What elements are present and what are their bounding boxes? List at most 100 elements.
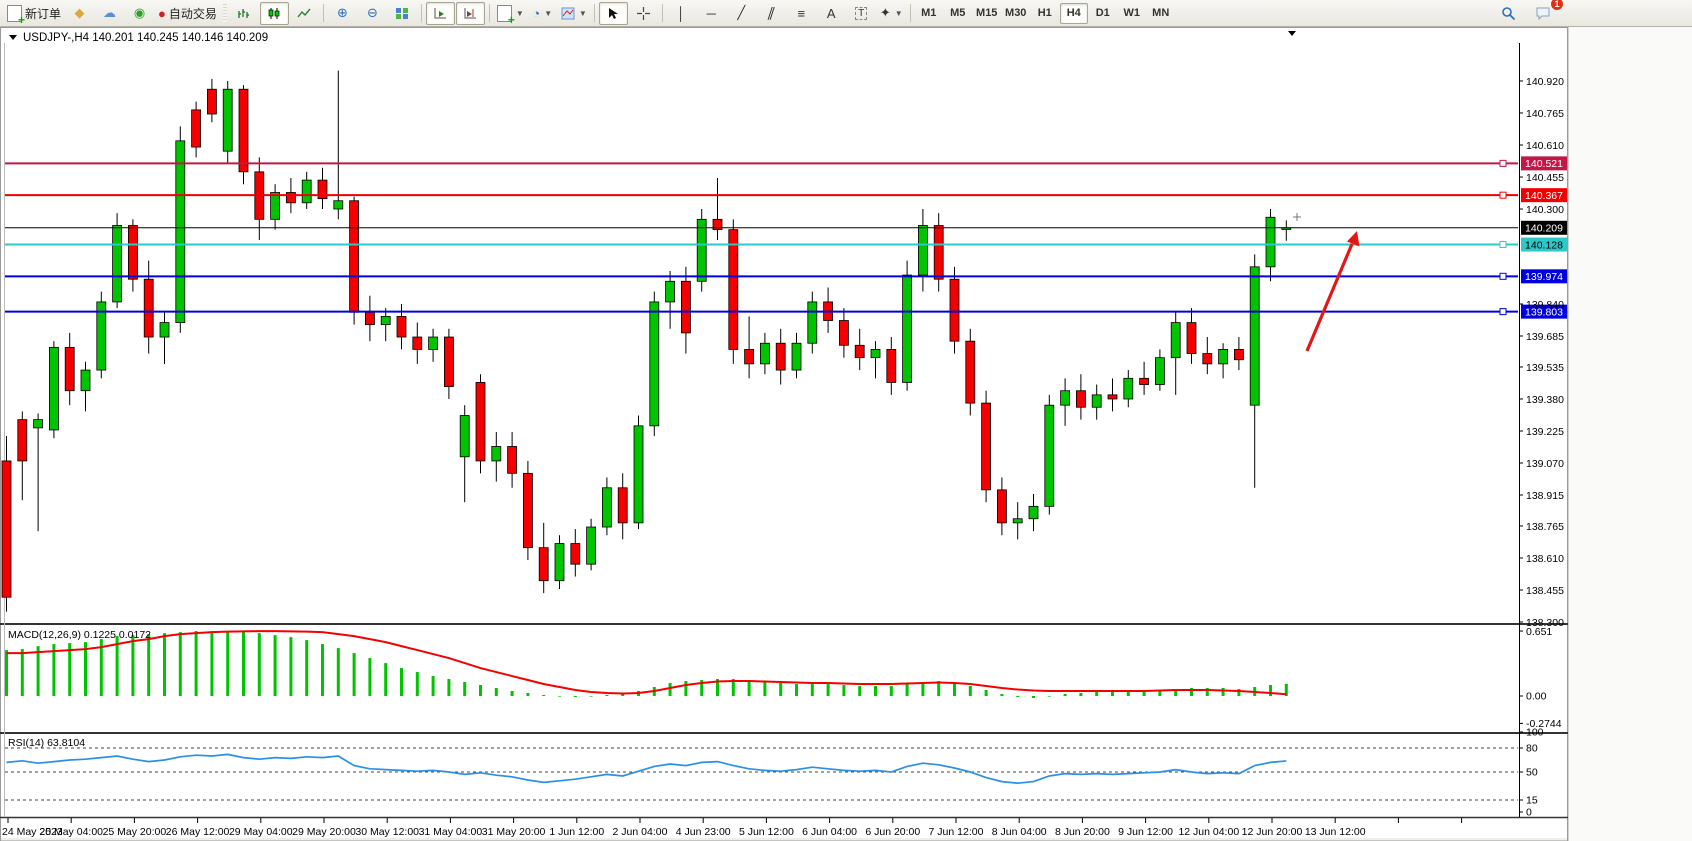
time-axis-label: 7 Jun 12:00 [929,826,984,838]
svg-text:138.915: 138.915 [1526,490,1564,502]
auto-trading-button[interactable]: ● 自动交易 [155,2,220,25]
auto-trading-icon: ● [158,5,166,21]
vertical-line-icon: │ [677,5,686,21]
new-order-label: 新订单 [25,6,62,21]
svg-text:0.651: 0.651 [1526,626,1552,638]
svg-text:139.685: 139.685 [1526,331,1564,343]
text-label-icon: T [855,6,868,20]
bar-chart-icon [238,8,250,18]
text-label-button[interactable]: T [847,2,876,25]
toolbar-separator [661,4,663,22]
arrow-annotation [1305,231,1360,352]
cursor-button[interactable] [598,1,628,25]
chart-shift-marker [1288,31,1296,36]
svg-text:139.380: 139.380 [1526,394,1564,406]
bar-chart-button[interactable] [230,2,259,25]
svg-text:80: 80 [1526,743,1538,755]
macd-panel: MACD(12,26,9) 0.1225 0.0172 0.651 0.00 -0.2… [5,626,1562,730]
main-toolbar: 新订单 ◆ ☁ ◉ ● 自动交易 ⊕ ⊖ ▼ ◔▼ ▼ │ ─ ╱ ∥ ≡ A [0,0,1692,27]
horizontal-line-button[interactable]: ─ [697,2,726,25]
macd-signal-line [6,630,1287,696]
candlestick-chart-button[interactable] [259,1,289,25]
chart-canvas[interactable]: 140.521 140.367 140.209 140.128 139.974 139.8… [0,27,1568,841]
chevron-down-icon: ▼ [515,8,524,18]
fibonacci-button[interactable]: ≡ [787,2,816,25]
price-badge-label: 140.521 [1525,158,1563,170]
tab-m30[interactable]: M30 [1005,7,1027,19]
chat-button[interactable]: 1 [1529,0,1563,25]
price-badge [1521,220,1567,235]
tab-h1[interactable]: H1 [1037,7,1052,19]
cursor-icon [609,7,619,19]
svg-text:0: 0 [1526,807,1532,819]
add-indicator-icon [496,4,515,27]
new-order-button[interactable]: 新订单 [4,2,64,27]
paint-bucket-icon: ◆ [74,5,85,20]
svg-text:140.765: 140.765 [1526,108,1564,120]
vertical-line-button[interactable]: │ [667,2,696,25]
time-axis-label: 1 Jun 12:00 [549,826,604,838]
time-axis-label: 29 May 04:00 [229,826,293,838]
toolbar-separator [322,4,324,22]
price-lines-layer: 140.521 140.367 140.209 140.128 139.974 139.8… [5,156,1567,319]
styler-button[interactable]: ◆ [65,2,94,25]
symbol-dropdown-icon [9,35,17,40]
chart-shift-button[interactable] [455,1,485,25]
price-badge [1521,188,1567,203]
tab-m1[interactable]: M1 [921,7,937,19]
search-button[interactable] [1494,2,1523,25]
auto-scroll-button[interactable] [425,1,455,25]
price-badge-label: 140.128 [1525,239,1563,251]
time-axis-label: 9 Jun 12:00 [1118,826,1173,838]
svg-text:100: 100 [1526,727,1544,739]
time-axis-label: 25 May 20:00 [103,826,167,838]
crosshair-icon [636,6,650,20]
templates-button[interactable]: ▼ [558,2,590,25]
line-anchor-marker [1499,191,1507,199]
workspace-empty-area [1568,27,1692,841]
channel-button[interactable]: ∥ [757,2,786,25]
svg-text:140.455: 140.455 [1526,172,1564,184]
time-axis-label: 29 May 20:00 [292,826,356,838]
text-button[interactable]: A [817,2,846,25]
line-anchor-marker [1499,241,1507,249]
time-axis-label: 4 Jun 23:00 [676,826,731,838]
tab-w1[interactable]: W1 [1123,7,1140,19]
time-axis-label: 31 May 04:00 [419,826,483,838]
indicators-button[interactable]: ▼ [494,2,527,27]
crosshair-button[interactable] [629,2,658,25]
toolbar-separator [593,4,595,22]
signal-icon: ◉ [133,5,146,20]
chart-window[interactable]: 140.521 140.367 140.209 140.128 139.974 139.8… [0,27,1568,841]
svg-text:138.610: 138.610 [1526,553,1564,565]
price-badge-label: 139.974 [1525,271,1563,283]
time-axis-label: 8 Jun 20:00 [1055,826,1110,838]
clock-icon: ◔ [532,5,541,21]
time-axis-label: 25 May 04:00 [39,826,103,838]
line-chart-button[interactable] [290,2,319,25]
arrows-button[interactable]: ✦ ▼ [877,2,906,25]
time-axis-label: 12 Jun 04:00 [1178,826,1239,838]
tab-h4[interactable]: H4 [1059,2,1088,24]
tab-d1[interactable]: D1 [1095,7,1110,19]
svg-text:15: 15 [1526,795,1538,807]
toolbar-grip [222,4,227,22]
line-anchor-marker [1499,308,1507,316]
trendline-button[interactable]: ╱ [727,2,756,25]
time-axis-label: 5 Jun 12:00 [739,826,794,838]
candlestick-chart-icon [269,7,280,19]
zoom-out-icon: ⊖ [366,5,378,20]
tab-m15[interactable]: M15 [976,7,998,19]
time-axis-label: 13 Jun 12:00 [1305,826,1366,838]
zoom-out-button[interactable]: ⊖ [358,2,387,25]
price-badge [1521,156,1567,171]
signals-button[interactable]: ◉ [125,2,154,25]
zoom-in-button[interactable]: ⊕ [328,2,357,25]
price-badge-label: 140.367 [1525,190,1563,202]
tab-mn[interactable]: MN [1152,7,1170,19]
periods-button[interactable]: ◔ ▼ [528,2,557,25]
tab-m5[interactable]: M5 [950,7,966,19]
tile-windows-button[interactable] [388,2,417,25]
profile-button[interactable]: ☁ [95,2,124,25]
line-chart-icon [297,8,311,17]
